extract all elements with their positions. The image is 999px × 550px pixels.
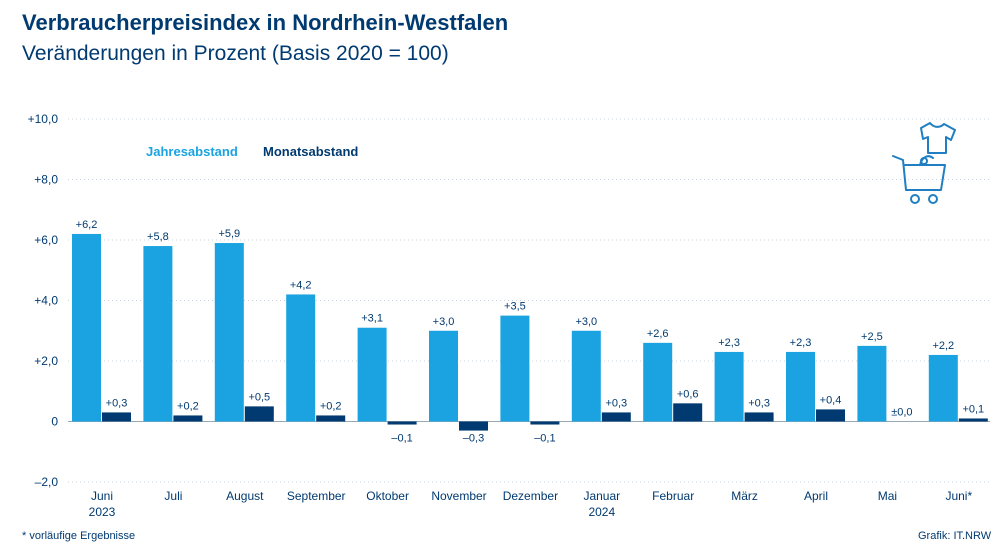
x-tick-label: März xyxy=(731,489,758,503)
bar-jahresabstand xyxy=(429,330,458,422)
data-label-monatsabstand: –0,1 xyxy=(391,433,412,445)
data-label-jahresabstand: +3,0 xyxy=(575,316,597,328)
y-tick-label: +4,0 xyxy=(34,294,58,308)
bar-jahresabstand xyxy=(714,351,744,422)
bar-jahresabstand xyxy=(857,345,887,422)
bar-monatsabstand xyxy=(244,406,274,422)
y-tick-label: +10,0 xyxy=(28,112,59,126)
shopping-cart-icon xyxy=(892,122,956,204)
x-tick-label: Februar xyxy=(652,489,694,503)
x-tick-label: Juni* xyxy=(945,489,972,503)
bar-monatsabstand xyxy=(316,415,346,422)
data-label-jahresabstand: +4,2 xyxy=(290,279,312,291)
bar-jahresabstand xyxy=(286,294,316,422)
data-label-jahresabstand: +6,2 xyxy=(76,219,98,231)
data-label-monatsabstand: ±0,0 xyxy=(891,407,912,419)
bar-jahresabstand xyxy=(571,330,601,422)
data-labels: +6,2 +0,3 +5,8 +0,2 +5,9 +0,5 +4,2 +0,2 +3,1 –0,1… xyxy=(76,219,985,445)
x-tick-label: August xyxy=(226,489,264,503)
data-label-jahresabstand: +2,3 xyxy=(790,337,812,349)
bar-monatsabstand xyxy=(173,415,203,422)
legend-monatsabstand: Monatsabstand xyxy=(263,144,359,159)
bar-monatsabstand xyxy=(530,421,560,425)
data-label-monatsabstand: +0,1 xyxy=(962,403,984,415)
bar-jahresabstand xyxy=(643,342,673,422)
chart-subtitle: Veränderungen in Prozent (Basis 2020 = 1… xyxy=(22,42,449,65)
bar-jahresabstand xyxy=(214,243,244,422)
bar-jahresabstand xyxy=(357,327,387,422)
bar-monatsabstand xyxy=(816,409,845,422)
x-tick-label: September xyxy=(287,489,346,503)
chart-title: Verbraucherpreisindex in Nordrhein-Westf… xyxy=(22,10,509,35)
data-label-monatsabstand: +0,2 xyxy=(320,400,342,412)
y-axis-tick-labels: +10,0 +8,0 +6,0 +4,0 +2,0 0 –2,0 xyxy=(28,112,59,489)
x-axis-tick-labels: Juni 2023 Juli August September Oktober Novemb… xyxy=(89,489,973,519)
bar-jahresabstand xyxy=(72,233,101,422)
bar-monatsabstand xyxy=(744,412,774,422)
x-tick-label: April xyxy=(804,489,828,503)
data-label-monatsabstand: +0,3 xyxy=(748,397,770,409)
bar-jahresabstand xyxy=(143,246,173,422)
data-label-jahresabstand: +5,8 xyxy=(147,231,169,243)
bar-jahresabstand xyxy=(500,315,530,422)
y-tick-label: –2,0 xyxy=(35,475,59,489)
bar-monatsabstand xyxy=(601,412,631,422)
bar-jahresabstand xyxy=(786,351,815,422)
x-tick-label: Januar 2024 xyxy=(583,489,620,519)
bar-monatsabstand xyxy=(102,412,131,422)
bar-monatsabstand xyxy=(673,403,703,422)
y-tick-label: +8,0 xyxy=(34,173,58,187)
source-credit: Grafik: IT.NRW xyxy=(918,530,992,542)
data-label-jahresabstand: +2,3 xyxy=(718,337,740,349)
data-label-monatsabstand: –0,3 xyxy=(463,433,484,445)
data-label-jahresabstand: +2,5 xyxy=(861,331,883,343)
data-label-jahresabstand: +3,1 xyxy=(361,313,383,325)
data-label-monatsabstand: +0,5 xyxy=(248,391,270,403)
data-label-monatsabstand: +0,4 xyxy=(820,394,842,406)
data-label-jahresabstand: +5,9 xyxy=(218,228,240,240)
footnote: * vorläufige Ergebnisse xyxy=(22,530,136,542)
data-label-monatsabstand: +0,3 xyxy=(106,397,128,409)
y-tick-label: +6,0 xyxy=(34,233,58,247)
y-tick-label: +2,0 xyxy=(34,354,58,368)
bar-monatsabstand xyxy=(958,418,988,422)
x-tick-label: Oktober xyxy=(366,489,409,503)
y-tick-label: 0 xyxy=(51,415,58,429)
data-label-jahresabstand: +2,2 xyxy=(932,340,954,352)
data-label-monatsabstand: +0,3 xyxy=(605,397,627,409)
data-label-monatsabstand: +0,6 xyxy=(677,388,699,400)
x-tick-label: Juli xyxy=(164,489,182,503)
data-label-monatsabstand: –0,1 xyxy=(534,433,555,445)
data-label-monatsabstand: +0,2 xyxy=(177,400,199,412)
data-label-jahresabstand: +2,6 xyxy=(647,328,669,340)
legend-jahresabstand: Jahresabstand xyxy=(146,144,238,159)
gridlines xyxy=(68,118,990,483)
data-label-jahresabstand: +3,0 xyxy=(433,316,455,328)
bar-monatsabstand xyxy=(387,421,417,425)
bars xyxy=(72,233,988,431)
x-tick-label: November xyxy=(431,489,486,503)
x-tick-label: Mai xyxy=(878,489,897,503)
bar-jahresabstand xyxy=(928,354,958,422)
x-tick-label: Juni 2023 xyxy=(89,489,116,519)
data-label-jahresabstand: +3,5 xyxy=(504,301,526,313)
bar-monatsabstand xyxy=(459,421,488,431)
x-tick-label: Dezember xyxy=(503,489,558,503)
